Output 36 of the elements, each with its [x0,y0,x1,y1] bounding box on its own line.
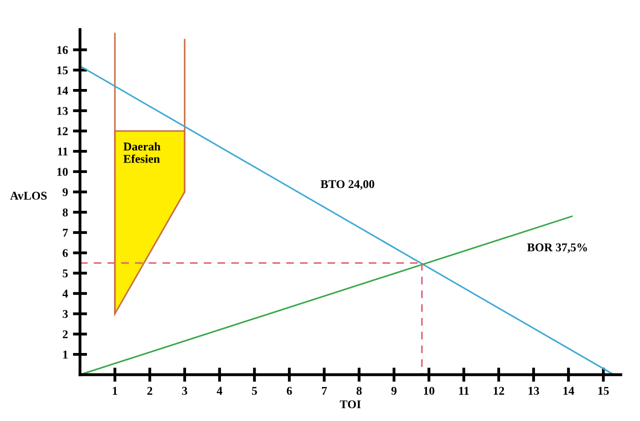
y-tick-label: 9 [62,188,68,196]
x-tick-label: 12 [494,386,504,395]
series-label: BOR 37,5% [527,243,587,254]
x-tick-label: 9 [391,386,397,395]
x-tick-label: 13 [528,386,540,395]
y-tick-label: 11 [58,148,68,156]
x-tick-label: 3 [182,386,188,395]
y-tick-label: 13 [57,106,68,115]
x-tick-label: 6 [286,386,292,395]
y-tick-label: 3 [62,310,68,318]
y-tick-label: 8 [62,208,68,216]
y-tick-label: 16 [57,46,68,54]
y-tick-label: 4 [62,290,68,298]
y-tick-label: 1 [63,350,68,358]
y-axis-title: AvLOS [10,192,47,200]
y-tick-label: 14 [57,86,68,94]
x-tick-label: 7 [322,386,327,395]
x-tick-label: 1 [112,386,118,395]
y-tick-label: 10 [57,168,68,176]
series-label: BTO 24,00 [320,180,374,190]
y-tick-label: 6 [62,249,68,258]
y-tick-label: 5 [62,270,68,278]
x-tick-label: 4 [216,386,222,395]
x-tick-label: 2 [147,386,152,395]
x-tick-label: 8 [356,386,362,395]
y-tick-label: 2 [62,330,68,338]
y-tick-label: 12 [57,127,68,136]
x-tick-label: 14 [564,386,574,395]
x-tick-label: 5 [252,386,257,395]
annotation: Daerah Efesien [123,142,160,163]
x-tick-label: 10 [424,386,434,395]
y-tick-label: 15 [57,66,68,74]
x-tick-label: 11 [459,386,469,395]
y-tick-label: 7 [62,228,68,237]
x-axis-title: TOI [340,400,361,408]
x-tick-label: 15 [598,386,609,395]
